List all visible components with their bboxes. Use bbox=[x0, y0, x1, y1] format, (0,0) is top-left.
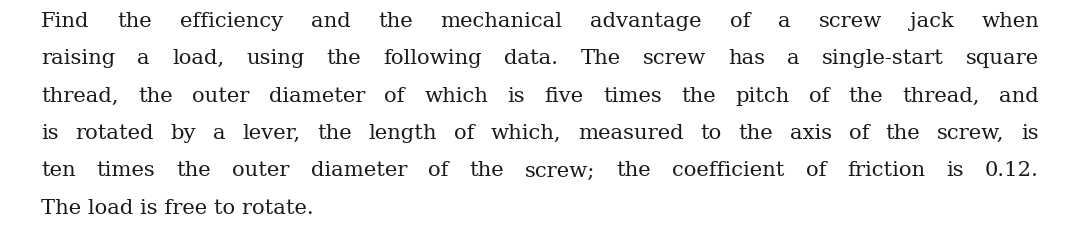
Text: rotated: rotated bbox=[76, 124, 153, 143]
Text: outer: outer bbox=[192, 87, 249, 106]
Text: square: square bbox=[966, 49, 1039, 68]
Text: efficiency: efficiency bbox=[179, 12, 283, 31]
Text: length: length bbox=[368, 124, 437, 143]
Text: advantage: advantage bbox=[591, 12, 702, 31]
Text: the: the bbox=[617, 161, 651, 181]
Text: 0.12.: 0.12. bbox=[985, 161, 1039, 181]
Text: outer: outer bbox=[232, 161, 289, 181]
Text: the: the bbox=[470, 161, 504, 181]
Text: jack: jack bbox=[909, 12, 954, 31]
Text: The load is free to rotate.: The load is free to rotate. bbox=[41, 199, 313, 218]
Text: a: a bbox=[778, 12, 791, 31]
Text: friction: friction bbox=[847, 161, 926, 181]
Text: pitch: pitch bbox=[735, 87, 789, 106]
Text: the: the bbox=[318, 124, 352, 143]
Text: has: has bbox=[728, 49, 765, 68]
Text: screw;: screw; bbox=[525, 161, 595, 181]
Text: is: is bbox=[508, 87, 525, 106]
Text: data.: data. bbox=[504, 49, 558, 68]
Text: coefficient: coefficient bbox=[672, 161, 785, 181]
Text: screw,: screw, bbox=[937, 124, 1004, 143]
Text: of: of bbox=[428, 161, 448, 181]
Text: the: the bbox=[739, 124, 773, 143]
Text: when: when bbox=[982, 12, 1039, 31]
Text: thread,: thread, bbox=[41, 87, 119, 106]
Text: the: the bbox=[886, 124, 920, 143]
Text: axis: axis bbox=[789, 124, 832, 143]
Text: the: the bbox=[118, 12, 152, 31]
Text: lever,: lever, bbox=[242, 124, 300, 143]
Text: measured: measured bbox=[578, 124, 684, 143]
Text: times: times bbox=[97, 161, 156, 181]
Text: which,: which, bbox=[490, 124, 562, 143]
Text: following: following bbox=[383, 49, 482, 68]
Text: screw: screw bbox=[643, 49, 706, 68]
Text: of: of bbox=[809, 87, 829, 106]
Text: a: a bbox=[137, 49, 150, 68]
Text: the: the bbox=[681, 87, 716, 106]
Text: the: the bbox=[176, 161, 211, 181]
Text: the: the bbox=[378, 12, 413, 31]
Text: thread,: thread, bbox=[903, 87, 980, 106]
Text: the: the bbox=[138, 87, 173, 106]
Text: of: of bbox=[384, 87, 405, 106]
Text: is: is bbox=[946, 161, 964, 181]
Text: mechanical: mechanical bbox=[441, 12, 563, 31]
Text: The: The bbox=[580, 49, 621, 68]
Text: ten: ten bbox=[41, 161, 76, 181]
Text: is: is bbox=[1022, 124, 1039, 143]
Text: the: the bbox=[849, 87, 883, 106]
Text: diameter: diameter bbox=[269, 87, 365, 106]
Text: single-start: single-start bbox=[822, 49, 944, 68]
Text: which: which bbox=[424, 87, 488, 106]
Text: Find: Find bbox=[41, 12, 90, 31]
Text: and: and bbox=[999, 87, 1039, 106]
Text: a: a bbox=[213, 124, 226, 143]
Text: to: to bbox=[701, 124, 721, 143]
Text: raising: raising bbox=[41, 49, 116, 68]
Text: load,: load, bbox=[172, 49, 225, 68]
Text: of: of bbox=[849, 124, 869, 143]
Text: of: of bbox=[730, 12, 751, 31]
Text: and: and bbox=[311, 12, 350, 31]
Text: five: five bbox=[544, 87, 583, 106]
Text: of: of bbox=[806, 161, 826, 181]
Text: screw: screw bbox=[819, 12, 881, 31]
Text: is: is bbox=[41, 124, 58, 143]
Text: diameter: diameter bbox=[311, 161, 407, 181]
Text: times: times bbox=[603, 87, 662, 106]
Text: of: of bbox=[454, 124, 474, 143]
Text: a: a bbox=[787, 49, 800, 68]
Text: the: the bbox=[327, 49, 362, 68]
Text: by: by bbox=[171, 124, 197, 143]
Text: using: using bbox=[246, 49, 305, 68]
